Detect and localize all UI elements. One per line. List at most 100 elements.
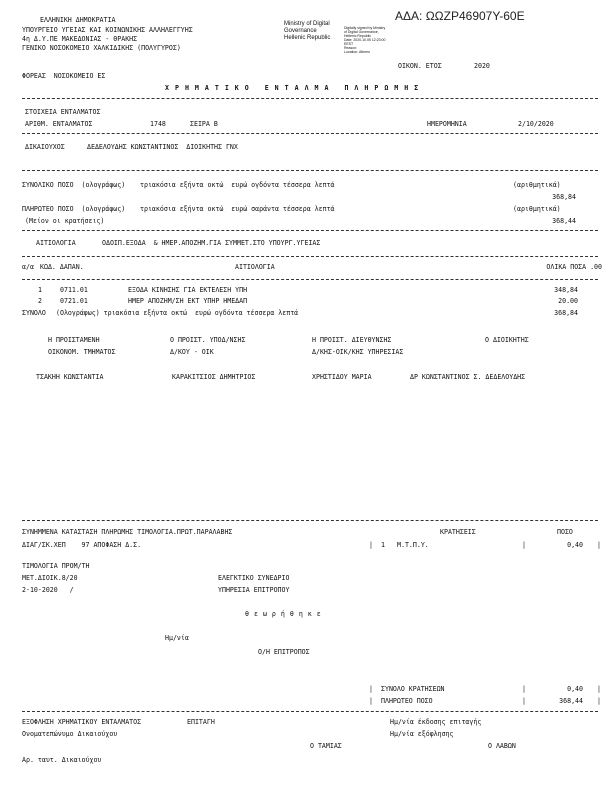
signature-title: Η ΠΡΟΙΣΤ. ΔΙΕΥΘΥΝΣΗΣ (312, 336, 392, 344)
order-series: ΣΕΙΡΑ Β (190, 120, 218, 128)
divider (22, 230, 598, 231)
org-line: 4η Δ.Υ.ΠΕ ΜΑΚΕΔΟΝΙΑΣ - ΘΡΑΚΗΣ (22, 35, 138, 43)
attachments-label: ΣΥΝΗΜΜΕΝΑ ΚΑΤΑΣΤΑΣΗ ΠΛΗΡΩΜΗΣ ΤΙΜΟΛΟΓΙΑ.Π… (22, 528, 233, 536)
row-desc: ΕΞΟΔΑ ΚΙΝΗΣΗΣ ΓΙΑ ΕΚΤΕΛΕΣΗ ΥΠΗ (128, 286, 248, 294)
signature-dept: Δ/ΚΗΣ-ΟΙΚ/ΚΗΣ ΥΠΗΡΕΣΙΑΣ (312, 348, 404, 356)
numeric-label: (αριθμητικά) (513, 205, 561, 213)
fiscal-year-label: ΟΙΚΟΝ. ΕΤΟΣ (398, 62, 442, 70)
cashier-label: Ο ΤΑΜΙΑΣ (310, 742, 342, 750)
cheque-label: ΕΠΙΤΑΓΗ (187, 718, 215, 726)
ministry-line: Ministry of Digital (284, 21, 330, 27)
signature-dept: ΟΙΚΟΝΟΜ. ΤΜΗΜΑΤΟΣ (48, 348, 116, 356)
reason-label: ΑΙΤΙΟΛΟΓΙΑ (36, 239, 76, 247)
total-words: τριακόσια εξήντα οκτώ ευρώ ογδόντα τέσσε… (140, 181, 335, 189)
payable-amount: 368,44 (552, 217, 576, 225)
signature-title: Ο ΠΡΟΙΣΤ. ΥΠΟΔ/ΝΣΗΣ (170, 336, 246, 344)
divider (22, 170, 598, 171)
audit-service: ΥΠΗΡΕΣΙΑ ΕΠΙΤΡΟΠΟΥ (218, 586, 290, 594)
deduction-no: 1 (381, 541, 385, 549)
payment-date-label: Ημ/νία εξόφλησης (390, 730, 454, 738)
order-number: 1748 (150, 120, 166, 128)
deductions-total-label: ΣΥΝΟΛΟ ΚΡΑΤΗΣΕΩΝ (381, 685, 445, 693)
separator: | (597, 685, 601, 693)
audit-date-label: Ημ/νία (165, 634, 189, 642)
payable-label: ΠΛΗΡΩΤΕΟ ΠΟΣΟ (ολογράφως) (22, 205, 126, 213)
total-label: ΣΥΝΟΛΙΚΟ ΠΟΣΟ (ολογράφως) (22, 181, 126, 189)
row-desc: ΗΜΕΡ ΑΠΟΖΗΜ/ΣΗ ΕΚΤ ΥΠΗΡ ΗΜΕΔΑΠ (128, 297, 248, 305)
divider (22, 711, 598, 712)
ada-code: ΑΔΑ: ΩΩΖΡ46907Υ-60Ε (395, 9, 525, 23)
stamp-line: Location: Athens (344, 50, 370, 54)
col-header-code: ΚΩΔ. ΔΑΠΑΝ. (40, 263, 84, 271)
stamp-line: of Digital Governance, (344, 30, 379, 34)
fiscal-year: 2020 (474, 62, 490, 70)
row-no: 2 (38, 297, 42, 305)
signature-stamp: Digitally signed by Ministry of Digital … (344, 26, 385, 54)
org-line: ΓΕΝΙΚΟ ΝΟΣΟΚΟΜΕΙΟ ΧΑΛΚΙΔΙΚΗΣ (ΠΟΛΥΓΥΡΟΣ) (22, 44, 181, 52)
agency: ΦΟΡΕΑΣ ΝΟΣΟΚΟΜΕΙΟ ΕΣ (22, 72, 106, 80)
ministry-line: Hellenic Republic (284, 35, 331, 41)
summary-payable-label: ΠΛΗΡΩΤΕΟ ΠΟΣΟ (381, 697, 433, 705)
settlement-label: ΕΞΟΦΛΗΣΗ ΧΡΗΜΑΤΙΚΟΥ ΕΝΤΑΛΜΑΤΟΣ (22, 718, 142, 726)
attachments-line: ΔΙΑΓ/ΣΚ.ΧΕΠ 97 ΑΠΟΦΑΣΗ Δ.Σ. (22, 541, 142, 549)
table-total-label: ΣΥΝΟΛΟ (22, 309, 46, 317)
stamp-line: Date: 2020.10.05 12:23:00 (344, 38, 386, 42)
id-number-label: Αρ. ταυτ. Δικαιούχου (22, 756, 102, 764)
invoice-ref: ΜΕΤ.ΔΙΟΙΚ.8/20 (22, 574, 78, 582)
org-line: ΥΠΟΥΡΓΕΙΟ ΥΓΕΙΑΣ ΚΑΙ ΚΟΙΝΩΝΙΚΗΣ ΑΛΛΗΛΕΓΓ… (22, 26, 193, 34)
row-amount: 348,84 (554, 286, 578, 294)
ministry-line: Governance (284, 28, 317, 34)
stamp-line: Hellenic Republic (344, 34, 372, 38)
stamp-line: Digitally signed by Ministry (344, 26, 386, 30)
deduction-name: Μ.Τ.Π.Υ. (397, 541, 429, 549)
separator: | (522, 697, 526, 705)
signature-name: ΚΑΡΑΚΙΤΣΙΟΣ ΔΗΜΗΤΡΙΟΣ (172, 373, 256, 381)
numeric-label: (αριθμητικά) (513, 181, 561, 189)
table-total-words: (Ολογράφως) τριακόσια εξήντα οκτώ ευρώ ο… (56, 309, 299, 317)
separator: | (369, 685, 373, 693)
col-header-no: α/α (22, 263, 34, 271)
separator: | (597, 541, 601, 549)
row-code: 0711.01 (60, 286, 88, 294)
receiver-label: Ο ΛΑΒΩΝ (488, 742, 516, 750)
audit-approved: θεωρήθηκε (245, 610, 326, 618)
beneficiary-label: ΔΙΚΑΙΟΥΧΟΣ (25, 143, 65, 151)
order-number-label: ΑΡΙΘΜ. ΕΝΤΑΛΜΑΤΟΣ (25, 120, 93, 128)
stamp-line: Reason: (344, 46, 358, 50)
deductions-label: ΚΡΑΤΗΣΕΙΣ (440, 528, 476, 536)
separator: | (597, 697, 601, 705)
row-code: 0721.01 (60, 297, 88, 305)
payable-words: τριακόσια εξήντα οκτώ ευρώ σαράντα τέσσε… (140, 205, 335, 213)
cheque-date-label: Ημ/νία έκδοσης επιταγής (390, 718, 482, 726)
separator: | (369, 541, 373, 549)
signature-dept: Δ/ΚΟΥ - ΟΙΚ (170, 348, 214, 356)
minus-deductions-label: (Μείον οι κρατήσεις) (25, 217, 105, 225)
signature-name: ΧΡΗΣΤΙΔΟΥ ΜΑΡΙΑ (312, 373, 372, 381)
table-total-amount: 368,84 (554, 309, 578, 317)
signature-name: ΔΡ ΚΩΝΣΤΑΝΤΙΝΟΣ Σ. ΔΕΔΕΛΟΥΔΗΣ (410, 373, 526, 381)
deductions-total: 0,40 (567, 685, 583, 693)
separator: | (369, 697, 373, 705)
row-no: 1 (38, 286, 42, 294)
signature-title: Ο ΔΙΟΙΚΗΤΗΣ (485, 336, 529, 344)
signature-name: ΤΣΑΚΗΗ ΚΩΝΣΤΑΝΤΙΑ (36, 373, 104, 381)
digital-signature-logo: Ministry of Digital Governance Hellenic … (284, 21, 330, 42)
divider (22, 133, 598, 134)
divider (22, 279, 598, 280)
audit-commissioner: Ο/Η ΕΠΙΤΡΟΠΟΣ (258, 648, 310, 656)
col-header-amount: ΟΛΙΚΑ ΠΟΣΑ .00 (546, 263, 602, 271)
beneficiary: ΔΕΔΕΛΟΥΔΗΣ ΚΩΝΣΤΑΝΤΙΝΟΣ ΔΙΟΙΚΗΤΗΣ ΓΝΧ (87, 143, 238, 151)
separator: | (522, 685, 526, 693)
order-date-label: ΗΜΕΡΟΜΗΝΙΑ (427, 120, 467, 128)
audit-court: ΕΛΕΓΚΤΙΚΟ ΣΥΝΕΔΡΙΟ (218, 574, 290, 582)
signature-title: Η ΠΡΟΙΣΤΑΜΕΝΗ (48, 336, 100, 344)
reason-text: ΟΔΟΙΠ.ΕΞΟΔΑ & ΗΜΕΡ.ΑΠΟΖΗΜ.ΓΙΑ ΣΥΜΜΕΤ.ΣΤΟ… (102, 239, 321, 247)
total-amount: 368,84 (552, 193, 576, 201)
row-amount: 20.00 (558, 297, 578, 305)
org-line: ΕΛΛΗΝΙΚΗ ΔΗΜΟΚΡΑΤΙΑ (40, 16, 116, 24)
divider (22, 520, 598, 521)
divider (22, 256, 598, 257)
beneficiary-name-label: Ονοματεπώνυμο Δικαιούχου (22, 730, 118, 738)
page-title: ΧΡΗΜΑΤΙΚΟ ΕΝΤΑΛΜΑ ΠΛΗΡΩΜΗΣ (165, 84, 425, 92)
invoices-label: ΤΙΜΟΛΟΓΙΑ ΠΡΟΜ/ΤΗ (22, 562, 90, 570)
